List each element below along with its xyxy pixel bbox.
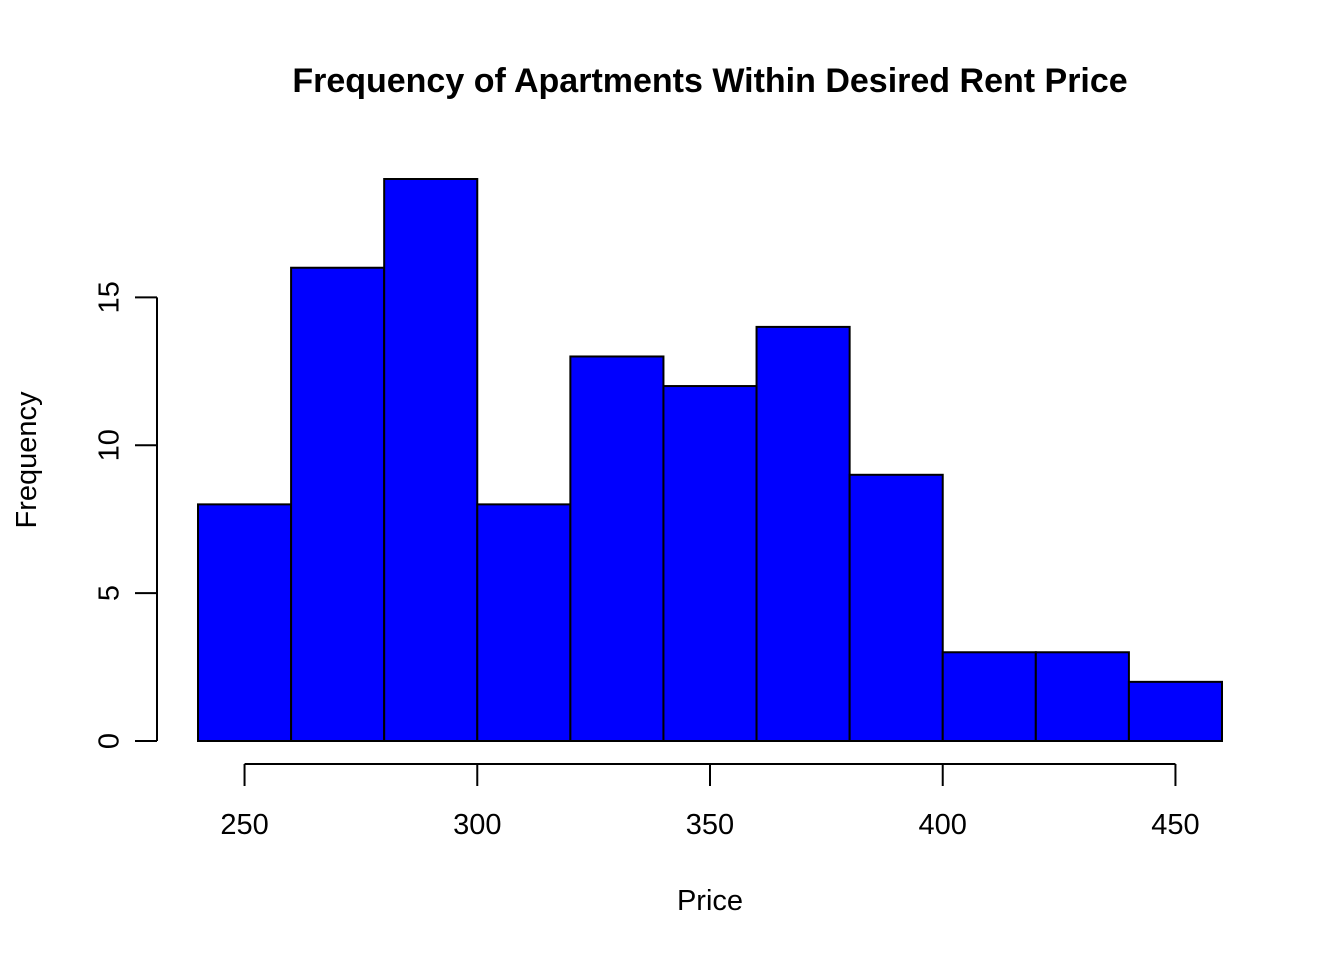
histogram-bar-280-300 [383, 178, 479, 742]
y-tick-label: 5 [94, 585, 126, 601]
bars-group [197, 178, 1223, 743]
histogram-bar-360-380 [755, 325, 851, 742]
histogram-bar-400-420 [941, 651, 1037, 743]
x-axis-label: Price [677, 885, 743, 917]
histogram-bar-300-320 [476, 503, 572, 742]
histogram-bar-260-280 [290, 266, 386, 742]
y-tick-label: 10 [94, 429, 126, 461]
x-tick-label: 450 [1151, 809, 1199, 841]
histogram-bar-440-460 [1127, 680, 1223, 742]
histogram-bar-380-400 [848, 473, 944, 742]
y-axis-label: Frequency [11, 391, 43, 529]
histogram-bar-340-360 [662, 385, 758, 742]
x-tick-label: 250 [220, 809, 268, 841]
chart-title: Frequency of Apartments Within Desired R… [292, 62, 1127, 100]
x-tick-label: 400 [919, 809, 967, 841]
x-axis: 250 300 350 400 450 [220, 763, 1200, 841]
y-tick-label: 15 [94, 281, 126, 313]
histogram-bar-320-340 [569, 355, 665, 742]
histogram-bar-420-440 [1034, 651, 1130, 743]
x-tick-label: 300 [453, 809, 501, 841]
y-axis: 0 5 10 15 [94, 281, 158, 749]
y-tick-label: 0 [94, 733, 126, 749]
x-tick-label: 350 [686, 809, 734, 841]
histogram-bar-240-260 [197, 503, 293, 742]
